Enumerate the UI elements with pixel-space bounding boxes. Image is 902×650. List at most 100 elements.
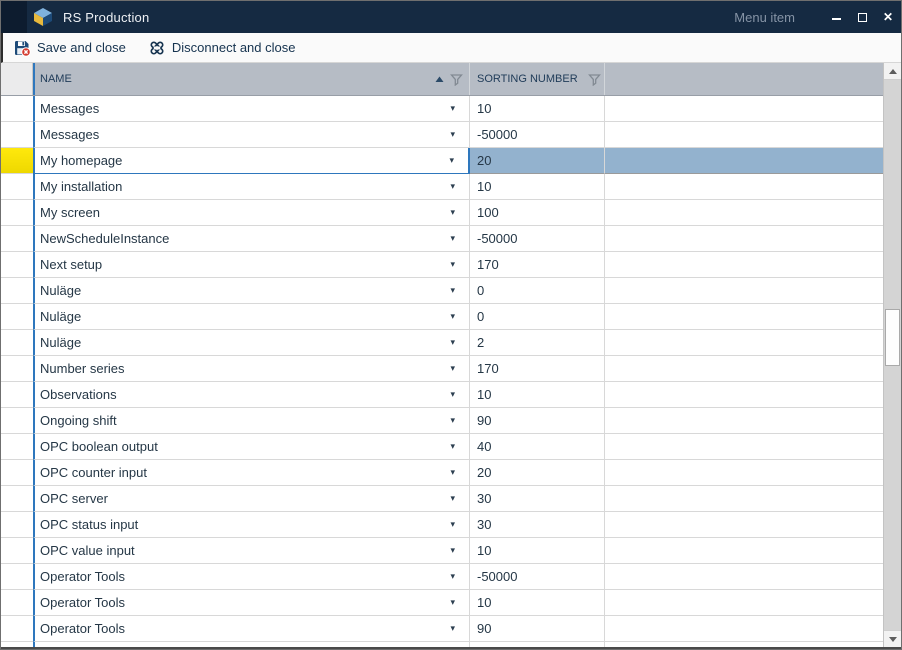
name-cell[interactable]: Nuläge ▾ [33, 304, 470, 330]
table-row[interactable]: Nuläge ▾ 0 [1, 278, 883, 304]
dropdown-arrow-icon[interactable]: ▾ [450, 389, 455, 399]
name-cell[interactable]: Messages ▾ [33, 96, 470, 122]
dropdown-arrow-icon[interactable]: ▾ [450, 181, 455, 191]
sorting-number-cell[interactable]: 90 [470, 616, 605, 642]
row-indicator-cell[interactable] [1, 564, 33, 590]
name-cell[interactable]: Next setup ▾ [33, 252, 470, 278]
row-indicator-cell[interactable] [1, 616, 33, 642]
titlebar-menu-item[interactable]: Menu item [734, 9, 795, 25]
dropdown-arrow-icon[interactable]: ▾ [450, 467, 455, 477]
maximize-button[interactable] [849, 1, 875, 33]
table-row[interactable]: OPC value input ▾ 10 [1, 538, 883, 564]
dropdown-arrow-icon[interactable]: ▾ [450, 259, 455, 269]
dropdown-arrow-icon[interactable]: ▾ [450, 519, 455, 529]
dropdown-arrow-icon[interactable]: ▾ [450, 337, 455, 347]
scrollbar-thumb[interactable] [885, 309, 900, 366]
table-row[interactable]: Observations ▾ 10 [1, 382, 883, 408]
sorting-number-cell[interactable]: 10 [470, 174, 605, 200]
name-cell[interactable]: NewScheduleInstance ▾ [33, 226, 470, 252]
table-row[interactable]: Operator Tools ▾ 90 [1, 616, 883, 642]
dropdown-arrow-icon[interactable]: ▾ [450, 129, 455, 139]
row-indicator-cell[interactable] [1, 174, 33, 200]
dropdown-arrow-icon[interactable]: ▾ [450, 623, 455, 633]
dropdown-arrow-icon[interactable]: ▾ [449, 155, 454, 165]
sorting-number-cell[interactable]: 10 [470, 538, 605, 564]
sorting-number-cell[interactable]: 30 [470, 512, 605, 538]
row-indicator-cell[interactable] [1, 122, 33, 148]
save-and-close-button[interactable]: Save and close [9, 37, 130, 59]
row-indicator-cell[interactable] [1, 486, 33, 512]
table-row[interactable]: OPC counter input ▾ 20 [1, 460, 883, 486]
sorting-number-cell[interactable]: -50000 [470, 122, 605, 148]
row-indicator-cell[interactable] [1, 512, 33, 538]
name-cell[interactable]: Observations ▾ [33, 382, 470, 408]
name-cell[interactable]: My installation ▾ [33, 174, 470, 200]
dropdown-arrow-icon[interactable]: ▾ [450, 103, 455, 113]
row-indicator-cell[interactable] [1, 408, 33, 434]
dropdown-arrow-icon[interactable]: ▾ [450, 311, 455, 321]
row-indicator-cell[interactable] [1, 460, 33, 486]
scroll-down-button[interactable] [884, 630, 901, 647]
row-indicator-cell[interactable] [1, 382, 33, 408]
filter-icon[interactable] [450, 73, 463, 86]
row-indicator-cell[interactable] [1, 200, 33, 226]
row-indicator-cell[interactable] [1, 330, 33, 356]
table-row[interactable]: Messages ▾ 10 [1, 96, 883, 122]
disconnect-and-close-button[interactable]: Disconnect and close [144, 37, 300, 59]
name-cell[interactable]: Operator Tools ▾ [33, 616, 470, 642]
sorting-number-cell[interactable]: -50000 [470, 226, 605, 252]
name-cell[interactable]: Messages ▾ [33, 122, 470, 148]
name-cell[interactable]: OPC status input ▾ [33, 512, 470, 538]
sorting-number-cell[interactable]: -50000 [470, 564, 605, 590]
table-row[interactable]: OPC boolean output ▾ 40 [1, 434, 883, 460]
row-indicator-cell[interactable] [1, 304, 33, 330]
name-cell[interactable]: Nuläge ▾ [33, 330, 470, 356]
name-cell[interactable]: Ongoing shift ▾ [33, 408, 470, 434]
table-row[interactable]: Nuläge ▾ 2 [1, 330, 883, 356]
table-row[interactable]: Number series ▾ 170 [1, 356, 883, 382]
table-row[interactable]: Next setup ▾ 170 [1, 252, 883, 278]
row-indicator-cell[interactable] [1, 590, 33, 616]
dropdown-arrow-icon[interactable]: ▾ [450, 207, 455, 217]
row-indicator-cell[interactable] [1, 538, 33, 564]
row-indicator-cell[interactable] [1, 278, 33, 304]
sorting-number-cell[interactable]: 10 [470, 382, 605, 408]
filter-icon[interactable] [587, 73, 601, 86]
sorting-number-cell[interactable]: 40 [470, 434, 605, 460]
dropdown-arrow-icon[interactable]: ▾ [450, 233, 455, 243]
dropdown-arrow-icon[interactable]: ▾ [450, 571, 455, 581]
close-button[interactable]: ✕ [875, 1, 901, 33]
sorting-number-cell[interactable]: 0 [470, 304, 605, 330]
table-row[interactable]: OPC server ▾ 30 [1, 486, 883, 512]
sorting-number-cell[interactable]: 20 [470, 148, 605, 174]
dropdown-arrow-icon[interactable]: ▾ [450, 441, 455, 451]
table-row[interactable]: Nuläge ▾ 0 [1, 304, 883, 330]
name-cell[interactable]: OPC value input ▾ [33, 538, 470, 564]
table-row[interactable]: NewScheduleInstance ▾ -50000 [1, 226, 883, 252]
column-header-name[interactable]: NAME [33, 63, 470, 95]
row-indicator-cell[interactable] [1, 434, 33, 460]
dropdown-arrow-icon[interactable]: ▾ [450, 285, 455, 295]
row-indicator-cell[interactable] [1, 226, 33, 252]
dropdown-arrow-icon[interactable]: ▾ [450, 493, 455, 503]
dropdown-arrow-icon[interactable]: ▾ [450, 545, 455, 555]
table-row[interactable]: My screen ▾ 100 [1, 200, 883, 226]
scroll-up-button[interactable] [884, 63, 901, 80]
table-row[interactable]: Messages ▾ -50000 [1, 122, 883, 148]
minimize-button[interactable] [823, 1, 849, 33]
name-cell[interactable]: My homepage ▾ [33, 148, 470, 174]
table-row[interactable]: My installation ▾ 10 [1, 174, 883, 200]
name-cell[interactable]: OPC server ▾ [33, 486, 470, 512]
name-cell[interactable]: My screen ▾ [33, 200, 470, 226]
name-cell[interactable]: OPC boolean output ▾ [33, 434, 470, 460]
table-row[interactable]: My homepage ▾ 20 [1, 148, 883, 174]
table-row[interactable]: Operator Tools ▾ -50000 [1, 564, 883, 590]
name-cell[interactable]: Operator Tools ▾ [33, 590, 470, 616]
table-row[interactable]: Operator Tools ▾ 10 [1, 590, 883, 616]
sorting-number-cell[interactable]: 10 [470, 96, 605, 122]
row-indicator-cell[interactable] [1, 252, 33, 278]
row-indicator-cell[interactable] [1, 96, 33, 122]
name-cell[interactable]: Number series ▾ [33, 356, 470, 382]
table-row[interactable]: Ongoing shift ▾ 90 [1, 408, 883, 434]
sorting-number-cell[interactable]: 0 [470, 278, 605, 304]
